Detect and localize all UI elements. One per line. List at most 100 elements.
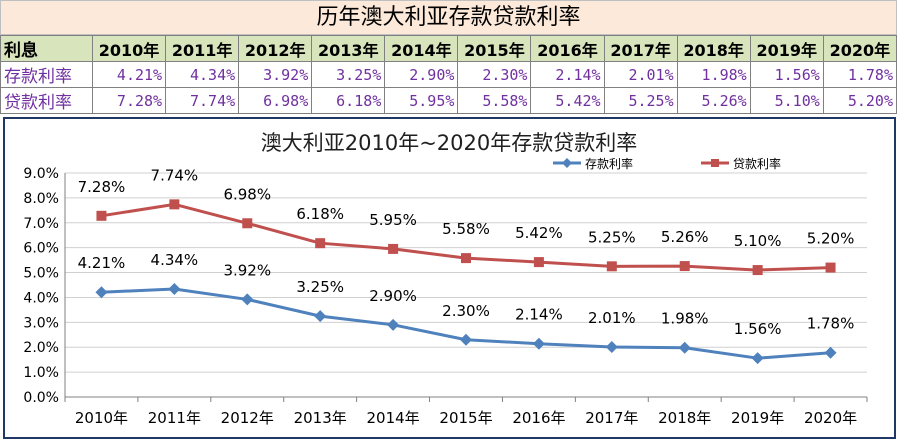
data-label: 6.18% <box>296 205 344 223</box>
deposit-rate-cell: 2.01% <box>603 61 678 88</box>
loan-rate-cell: 5.10% <box>749 87 824 114</box>
data-label: 2.01% <box>588 309 636 327</box>
x-tick-label: 2017年 <box>585 409 638 427</box>
data-label: 1.78% <box>807 315 855 333</box>
year-header: 2019年 <box>749 35 824 62</box>
loan-rate-cell: 7.74% <box>165 87 240 114</box>
year-header: 2013年 <box>311 35 386 62</box>
x-tick-label: 2019年 <box>731 409 784 427</box>
data-point <box>242 218 253 229</box>
x-tick-label: 2013年 <box>294 409 347 427</box>
year-header: 2010年 <box>91 35 167 62</box>
header-label: 利息 <box>0 35 93 62</box>
data-label: 2.30% <box>442 302 490 320</box>
year-header: 2018年 <box>676 35 751 62</box>
chart-area: 澳大利亚2010年~2020年存款贷款利率 0.0% 1.0% 2.0% 3.0% 4.0… <box>3 117 896 439</box>
loan-rate-cell: 5.20% <box>822 87 898 114</box>
loan-rate-cell: 5.25% <box>603 87 678 114</box>
data-point <box>825 262 836 273</box>
year-header: 2015年 <box>457 35 532 62</box>
data-label: 4.34% <box>151 251 199 269</box>
row-label-deposit: 存款利率 <box>0 61 93 88</box>
x-tick-label: 2015年 <box>439 409 492 427</box>
data-point <box>606 261 617 272</box>
data-label: 2.14% <box>515 306 563 324</box>
data-label: 6.98% <box>223 185 271 203</box>
data-label: 7.28% <box>78 178 126 196</box>
data-label: 5.20% <box>807 230 855 248</box>
table-row-loan: 贷款利率 7.28% 7.74% 6.98% 6.18% 5.95% 5.58%… <box>0 87 898 114</box>
x-tick-label: 2014年 <box>366 409 419 427</box>
deposit-rate-cell: 4.34% <box>165 61 240 88</box>
y-tick-label: 0.0% <box>23 390 59 406</box>
data-point <box>388 243 399 254</box>
data-point <box>751 352 764 365</box>
chart-title: 澳大利亚2010年~2020年存款贷款利率 <box>261 131 637 155</box>
loan-rate-cell: 5.95% <box>384 87 459 114</box>
data-point <box>241 293 254 306</box>
data-label: 5.10% <box>734 232 782 250</box>
data-label: 5.58% <box>442 220 490 238</box>
row-label-loan: 贷款利率 <box>0 87 93 114</box>
deposit-rate-cell: 1.78% <box>822 61 898 88</box>
data-point <box>533 257 544 268</box>
x-tick-label: 2016年 <box>512 409 565 427</box>
x-tick-label: 2020年 <box>804 409 857 427</box>
data-label: 1.98% <box>661 310 709 328</box>
data-point <box>169 199 180 210</box>
data-point <box>314 310 327 323</box>
line-chart: 澳大利亚2010年~2020年存款贷款利率 0.0% 1.0% 2.0% 3.0% 4.0… <box>23 131 868 427</box>
data-point <box>387 318 400 331</box>
data-label: 5.26% <box>661 228 709 246</box>
data-point <box>315 238 326 249</box>
y-tick-label: 7.0% <box>23 216 59 232</box>
y-tick-label: 1.0% <box>23 365 59 381</box>
data-label: 3.92% <box>223 261 271 279</box>
year-header: 2014年 <box>384 35 459 62</box>
table-title: 历年澳大利亚存款贷款利率 <box>0 0 897 35</box>
data-point <box>679 261 690 272</box>
year-header: 2012年 <box>238 35 313 62</box>
deposit-rate-cell: 4.21% <box>91 61 167 88</box>
legend-label: 贷款利率 <box>733 156 781 171</box>
data-point <box>678 341 691 354</box>
deposit-rate-cell: 2.14% <box>530 61 605 88</box>
deposit-rate-cell: 1.56% <box>749 61 824 88</box>
deposit-rate-cell: 3.92% <box>238 61 313 88</box>
legend-label: 存款利率 <box>585 156 633 171</box>
deposit-rate-cell: 3.25% <box>311 61 386 88</box>
table-header-row: 利息 2010年 2011年 2012年 2013年 2014年 2015年 2… <box>0 35 898 62</box>
data-point <box>605 340 618 353</box>
data-point <box>460 333 472 346</box>
x-tick-label: 2010年 <box>75 409 128 427</box>
loan-rate-cell: 5.42% <box>530 87 605 114</box>
deposit-rate-cell: 2.30% <box>457 61 532 88</box>
data-label: 5.25% <box>588 228 636 246</box>
data-label: 1.56% <box>734 320 782 338</box>
loan-rate-cell: 7.28% <box>91 87 167 114</box>
legend-marker <box>562 158 572 168</box>
y-tick-label: 4.0% <box>23 290 59 306</box>
y-tick-label: 3.0% <box>23 315 59 331</box>
series-line-1 <box>101 287 831 360</box>
data-point <box>752 265 763 276</box>
legend-marker <box>711 159 719 167</box>
data-label: 7.74% <box>151 166 199 184</box>
loan-rate-cell: 6.18% <box>311 87 386 114</box>
deposit-rate-cell: 1.98% <box>676 61 751 88</box>
y-tick-label: 2.0% <box>23 340 59 356</box>
x-tick-label: 2018年 <box>658 409 711 427</box>
loan-rate-cell: 5.58% <box>457 87 532 114</box>
y-tick-label: 9.0% <box>23 166 59 182</box>
year-header: 2017年 <box>603 35 678 62</box>
year-header: 2016年 <box>530 35 605 62</box>
data-point <box>824 346 837 359</box>
loan-rate-cell: 6.98% <box>238 87 313 114</box>
y-tick-label: 8.0% <box>23 191 59 207</box>
data-label: 2.90% <box>369 287 417 305</box>
data-point <box>168 282 181 295</box>
year-header: 2020年 <box>822 35 898 62</box>
year-header: 2011年 <box>165 35 240 62</box>
data-label: 3.25% <box>296 278 344 296</box>
data-label: 5.42% <box>515 224 563 242</box>
